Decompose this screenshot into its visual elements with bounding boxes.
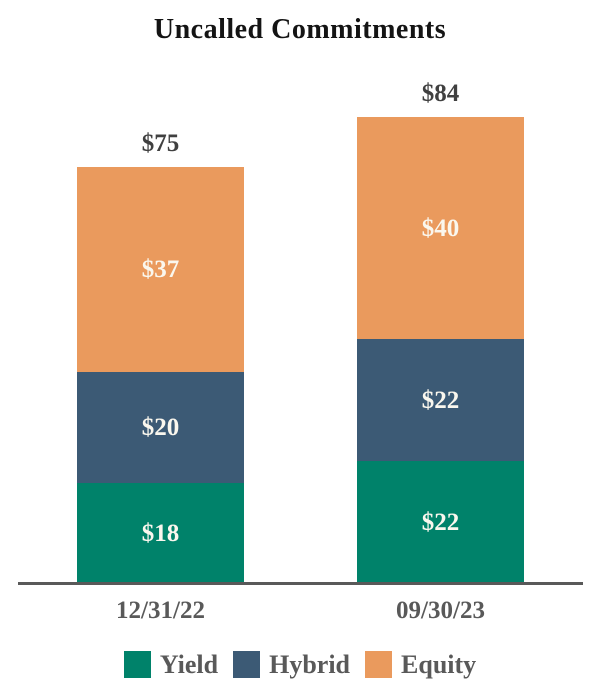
segment-value-label: $22 [421,386,460,414]
bar-group-12-31-22: $75 $37 $20 $18 [77,131,244,583]
total-label: $84 [421,80,460,107]
segment-value-label: $37 [141,256,180,283]
segment-value-label: $40 [421,214,460,242]
x-axis-line [18,582,583,585]
bar-segment-yield: $18 [77,483,244,583]
total-label: $75 [141,130,180,157]
segment-value-label: $18 [141,519,180,547]
segment-value-label: $20 [141,414,180,441]
legend-swatch-yield [123,651,151,678]
legend-label-equity: Equity [401,649,477,679]
segment-value-label: $22 [421,508,460,536]
legend-item-equity: Equity [365,651,476,678]
legend-item-yield: Yield [123,649,219,679]
legend-swatch-hybrid [233,651,261,678]
bar-group-09-30-23: $84 $40 $22 $22 [357,81,524,583]
bar-segment-hybrid: $20 [77,372,244,483]
legend-item-hybrid: Hybrid [233,651,350,678]
chart-title: Uncalled Commitments [153,14,447,45]
legend-label-hybrid: Hybrid [269,649,351,679]
x-axis-label-09-30-23: 09/30/23 [396,597,485,624]
bar-segment-equity: $40 [357,117,524,339]
x-axis-label-12-31-22: 12/31/22 [116,597,205,624]
stacked-bar: $37 $20 $18 [77,167,244,583]
legend-label-yield: Yield [159,649,219,679]
bar-segment-equity: $37 [77,167,244,372]
legend: Yield Hybrid Equity [0,651,600,678]
bar-segment-hybrid: $22 [357,339,524,461]
stacked-bar: $40 $22 $22 [357,117,524,583]
bar-segment-yield: $22 [357,461,524,583]
legend-swatch-equity [365,651,393,678]
